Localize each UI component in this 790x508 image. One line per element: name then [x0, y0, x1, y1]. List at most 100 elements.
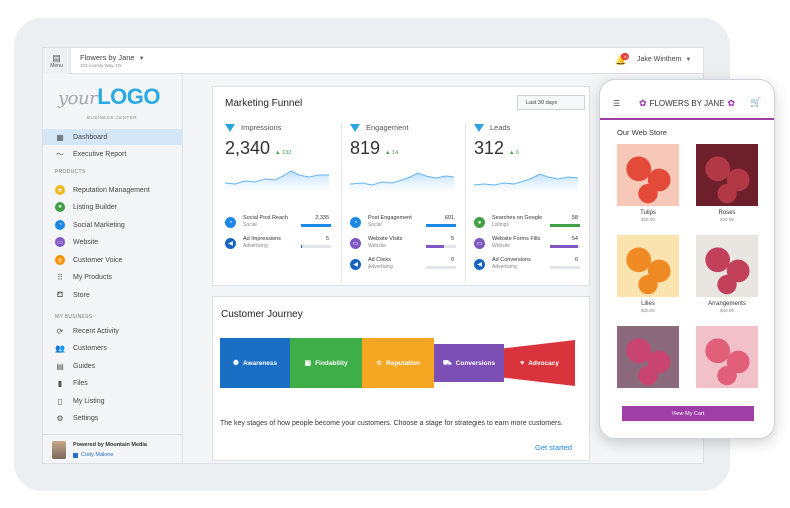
- products-section-label: PRODUCTS: [55, 169, 86, 175]
- source-row[interactable]: ◔ Social Post Reach Social 2,335: [225, 215, 331, 235]
- phone-header: ☰ ✿ FLOWERS BY JANE ✿ 🛒: [600, 80, 774, 120]
- source-sub: Social: [243, 222, 257, 228]
- product-card[interactable]: Roses $30.00: [696, 144, 758, 222]
- source-row[interactable]: ▭ Website Visits Website 5: [350, 236, 456, 256]
- sidebar-item-my-listing[interactable]: ▯ My Listing: [43, 393, 183, 409]
- sidebar-item-executive-report[interactable]: 〜 Executive Report: [43, 146, 183, 162]
- source-bar-fill: [550, 245, 578, 248]
- stage-findability[interactable]: ▣ Findability: [290, 338, 362, 388]
- product-card[interactable]: Tulips $25.00: [617, 144, 679, 222]
- product-card[interactable]: Arrangements $40.00: [696, 235, 758, 313]
- logo: yourLOGO: [58, 84, 160, 110]
- sidebar-item-label: Social Marketing: [73, 221, 125, 229]
- customer-journey-title: Customer Journey: [221, 309, 303, 320]
- sidebar-item-label: Listing Builder: [73, 203, 117, 211]
- sidebar-item-customers[interactable]: 👥 Customers: [43, 340, 183, 356]
- stage-reputation[interactable]: ☆ Reputation: [362, 338, 434, 388]
- sidebar-item-label: Customer Voice: [73, 256, 123, 264]
- file-icon: ▮: [57, 378, 63, 388]
- logo-subtitle: BUSINESS CENTER: [87, 115, 138, 120]
- business-switcher[interactable]: Flowers by Jane ▼: [80, 53, 145, 62]
- source-name: Website Visits: [368, 236, 403, 242]
- sidebar-item-label: Reputation Management: [73, 186, 150, 194]
- sidebar-item-my-products[interactable]: ⠿ My Products: [43, 269, 183, 285]
- source-name: Ad Conversions: [492, 257, 531, 263]
- journey-description: The key stages of how people become your…: [220, 420, 563, 427]
- notification-badge: 10: [621, 53, 630, 60]
- product-name: Tulips: [640, 210, 656, 216]
- product-price: $35.00: [641, 308, 655, 313]
- source-bar-fill: [550, 224, 580, 227]
- source-count: 54: [571, 236, 578, 242]
- source-row[interactable]: ● Searches on Google Listings 58: [474, 215, 580, 235]
- source-bar: [550, 224, 580, 227]
- star-icon: ★: [55, 185, 65, 195]
- metric-name: Impressions: [241, 123, 282, 132]
- menu-button[interactable]: ▤ Menu: [43, 48, 71, 74]
- source-bar-fill: [426, 224, 456, 227]
- source-row[interactable]: ◀ Ad Clicks Advertising 0: [350, 257, 456, 277]
- bell-icon[interactable]: 🔔: [615, 55, 627, 65]
- product-card[interactable]: [696, 326, 758, 388]
- avatar: [52, 441, 66, 459]
- source-row[interactable]: ◀ Ad Conversions Advertising 0: [474, 257, 580, 277]
- user-menu[interactable]: Jake Winthem ▼: [637, 56, 691, 63]
- sidebar-item-guides[interactable]: ▤ Guides: [43, 358, 183, 374]
- dashboard-icon: ▦: [56, 132, 64, 142]
- store-name: FLOWERS BY JANE: [649, 99, 725, 108]
- sidebar-item-label: Customers: [73, 344, 107, 352]
- source-bar: [426, 224, 456, 227]
- sparkline-leads: [474, 173, 578, 191]
- chat-icon: [73, 452, 78, 458]
- view-cart-button[interactable]: View My Cart: [622, 406, 754, 421]
- sidebar-item-label: Guides: [73, 362, 96, 370]
- metric-leads[interactable]: Leads 312 ▲ 6 ● Searches on Google Listin…: [474, 123, 584, 283]
- powered-by: Powered by Mountain Media: [73, 442, 147, 448]
- sidebar-item-website[interactable]: ▭ Website: [43, 234, 183, 250]
- hamburger-icon[interactable]: ☰: [613, 99, 621, 108]
- metric-name: Engagement: [366, 123, 409, 132]
- website-icon: ▭: [55, 237, 65, 247]
- sidebar-item-store[interactable]: ⛾ Store: [43, 287, 183, 303]
- trend-icon: 〜: [56, 149, 64, 159]
- footer-user[interactable]: Cody Malone: [73, 452, 113, 458]
- sidebar-item-customer-voice[interactable]: ◎ Customer Voice: [43, 252, 183, 268]
- megaphone-icon: ◀: [474, 259, 485, 270]
- source-count: 0: [450, 257, 454, 263]
- sidebar-item-dashboard[interactable]: ▦ Dashboard: [43, 129, 183, 145]
- top-bar: ▤ Menu Flowers by Jane ▼ 123 Loomly Way, …: [43, 48, 703, 74]
- sidebar-item-settings[interactable]: ⚙ Settings: [43, 410, 183, 426]
- source-row[interactable]: ▭ Website Forms Fills Website 54: [474, 236, 580, 256]
- cart-icon[interactable]: 🛒: [750, 97, 762, 107]
- stage-awareness[interactable]: ✺ Awareness: [220, 338, 290, 388]
- date-range-button[interactable]: Last 30 days: [517, 95, 585, 110]
- metric-impressions[interactable]: Impressions 2,340 ▲ 132 ◔ Social Post Rea…: [225, 123, 335, 283]
- product-price: $30.00: [720, 217, 734, 222]
- metric-engagement[interactable]: Engagement 819 ▲ 14 ◔ Post Engagement Soc…: [350, 123, 460, 283]
- stage-conversions[interactable]: ⛟ Conversions: [434, 344, 504, 382]
- source-bar: [426, 245, 456, 248]
- source-name: Post Engagement: [368, 215, 412, 221]
- source-bar: [426, 266, 456, 269]
- sidebar-item-social-marketing[interactable]: ◔ Social Marketing: [43, 217, 183, 233]
- menu-label: Menu: [50, 62, 63, 69]
- source-row[interactable]: ◀ Ad Impressions Advertising 5: [225, 236, 331, 256]
- sidebar-item-recent-activity[interactable]: ⟳ Recent Activity: [43, 323, 183, 339]
- product-card[interactable]: [617, 326, 679, 388]
- sidebar-item-reputation-management[interactable]: ★ Reputation Management: [43, 182, 183, 198]
- source-bar: [301, 245, 331, 248]
- stage-advocacy[interactable]: ♥ Advocacy: [504, 340, 575, 386]
- source-row[interactable]: ◔ Post Engagement Social 601: [350, 215, 456, 235]
- product-name: Lilies: [641, 301, 655, 307]
- product-card[interactable]: Lilies $35.00: [617, 235, 679, 313]
- sidebar-item-label: Settings: [73, 414, 99, 422]
- star-icon: ☆: [375, 360, 383, 367]
- store-icon: ▤: [52, 52, 61, 63]
- sidebar-item-listing-builder[interactable]: ● Listing Builder: [43, 199, 183, 215]
- metric-delta: ▲ 132: [275, 150, 292, 156]
- metric-delta: ▲ 6: [509, 150, 520, 156]
- metric-value: 2,340: [225, 138, 271, 158]
- get-started-link[interactable]: Get started: [535, 443, 573, 452]
- source-bar-fill: [301, 224, 331, 227]
- sidebar-item-files[interactable]: ▮ Files: [43, 375, 183, 391]
